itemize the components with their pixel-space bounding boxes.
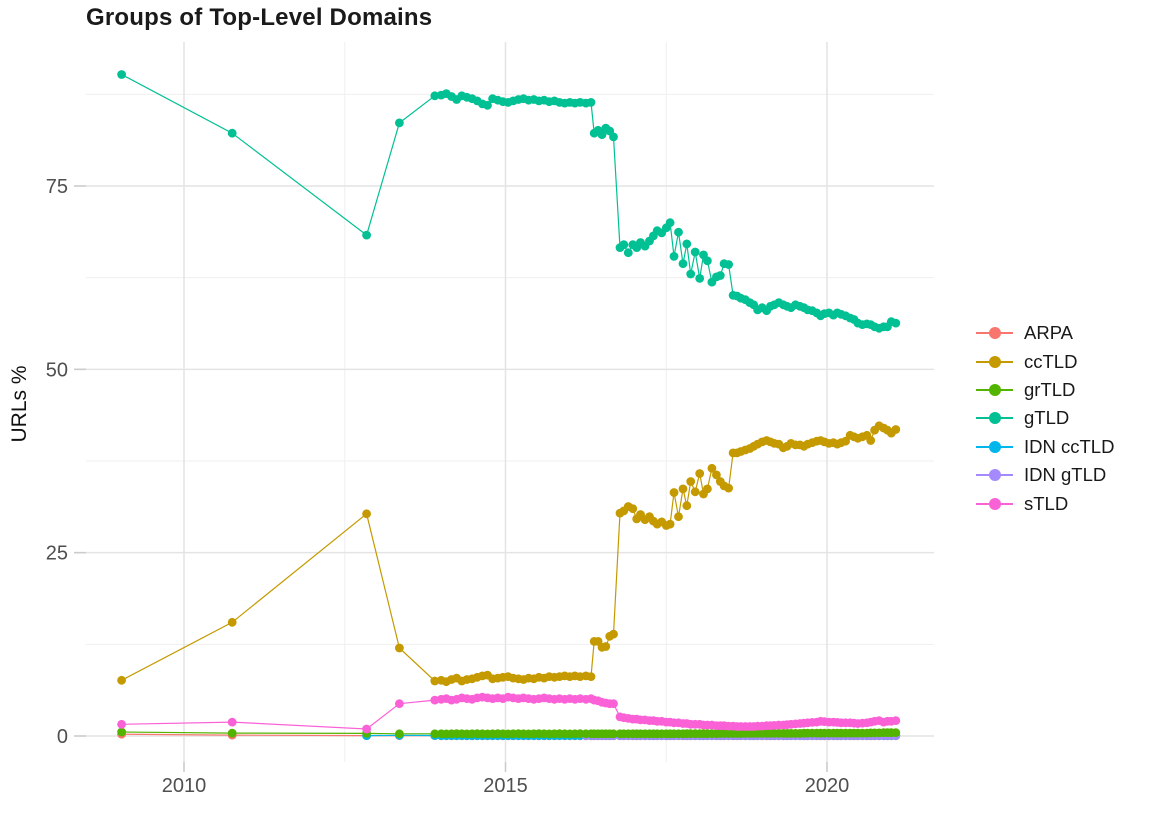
y-tick-label: 0 bbox=[57, 726, 68, 748]
chart-title: Groups of Top-Level Domains bbox=[86, 4, 433, 31]
legend-item-idn-cctld: IDN ccTLD bbox=[976, 433, 1114, 461]
series-point-stld bbox=[395, 699, 404, 709]
series-point-gtld bbox=[117, 70, 126, 79]
series-point-cctld bbox=[430, 676, 440, 686]
series-point-stld bbox=[891, 716, 901, 725]
series-point-gtld bbox=[665, 218, 675, 228]
series-point-grtld bbox=[117, 727, 126, 737]
series-point-stld bbox=[430, 695, 440, 705]
legend-item-grtld: grTLD bbox=[976, 376, 1114, 404]
series-point-cctld bbox=[891, 425, 901, 434]
series-point-gtld bbox=[724, 260, 733, 269]
series-point-gtld bbox=[686, 269, 696, 279]
legend-label: grTLD bbox=[1024, 378, 1076, 400]
series-point-cctld bbox=[665, 519, 675, 529]
series-point-cctld bbox=[609, 629, 618, 639]
series-point-stld bbox=[227, 717, 237, 727]
series-point-stld bbox=[609, 699, 618, 709]
legend-item-cctld: ccTLD bbox=[976, 347, 1114, 375]
series-point-grtld bbox=[609, 729, 618, 739]
series-point-grtld bbox=[395, 729, 404, 739]
series-point-gtld bbox=[586, 98, 596, 107]
series-point-cctld bbox=[866, 436, 876, 445]
series-point-gtld bbox=[362, 230, 371, 240]
series-point-stld bbox=[117, 719, 126, 729]
legend-key-icon bbox=[976, 490, 1013, 518]
series-point-cctld bbox=[707, 463, 717, 473]
legend-label: sTLD bbox=[1024, 492, 1069, 514]
legend-key-icon bbox=[976, 461, 1013, 489]
series-point-gtld bbox=[682, 239, 692, 249]
series-point-cctld bbox=[724, 483, 733, 493]
x-tick-label: 2015 bbox=[483, 775, 528, 797]
series-point-gtld bbox=[678, 259, 688, 269]
x-tick-label: 2010 bbox=[162, 775, 207, 797]
chart-legend: ARPA ccTLD grTLD gTLD IDN ccTLD IDN gTLD sTLD bbox=[976, 319, 1114, 518]
x-tick-label: 2020 bbox=[805, 775, 850, 797]
series-point-gtld bbox=[690, 247, 700, 257]
series-point-cctld bbox=[686, 477, 696, 486]
legend-item-arpa: ARPA bbox=[976, 319, 1114, 347]
series-point-cctld bbox=[395, 643, 404, 653]
series-point-gtld bbox=[623, 248, 633, 258]
legend-item-gtld: gTLD bbox=[976, 404, 1114, 432]
series-point-gtld bbox=[669, 252, 679, 261]
series-point-cctld bbox=[703, 484, 712, 494]
legend-label: IDN ccTLD bbox=[1024, 435, 1115, 457]
series-point-gtld bbox=[395, 118, 404, 128]
series-point-gtld bbox=[483, 100, 492, 110]
legend-label: ccTLD bbox=[1024, 350, 1078, 372]
series-point-cctld bbox=[682, 501, 692, 511]
series-point-gtld bbox=[674, 227, 683, 237]
series-point-cctld bbox=[227, 617, 237, 627]
series-point-cctld bbox=[712, 470, 721, 480]
series-point-gtld bbox=[619, 240, 629, 250]
series-point-gtld bbox=[609, 132, 618, 142]
legend-key-icon bbox=[976, 319, 1013, 347]
series-point-cctld bbox=[678, 484, 688, 494]
y-tick-label: 75 bbox=[46, 176, 68, 198]
series-point-gtld bbox=[715, 271, 725, 280]
legend-key-icon bbox=[976, 348, 1013, 376]
y-tick-label: 50 bbox=[46, 359, 68, 381]
series-point-cctld bbox=[669, 488, 679, 497]
series-point-cctld bbox=[674, 512, 683, 522]
series-point-cctld bbox=[601, 642, 611, 651]
legend-key-icon bbox=[976, 376, 1013, 404]
series-point-cctld bbox=[362, 509, 371, 519]
series-point-gtld bbox=[597, 130, 607, 140]
series-point-gtld bbox=[227, 128, 237, 138]
series-point-cctld bbox=[586, 672, 596, 681]
legend-label: gTLD bbox=[1024, 407, 1070, 429]
series-point-gtld bbox=[695, 274, 705, 283]
series-point-cctld bbox=[690, 487, 700, 497]
series-line-gtld bbox=[121, 73, 896, 329]
series-point-cctld bbox=[695, 469, 705, 478]
series-point-grtld bbox=[891, 728, 901, 738]
legend-item-idn-gtld: IDN gTLD bbox=[976, 461, 1114, 489]
series-point-grtld bbox=[227, 728, 237, 738]
series-point-stld bbox=[362, 724, 371, 734]
series-point-cctld bbox=[628, 504, 638, 514]
y-tick-label: 25 bbox=[46, 543, 68, 565]
legend-item-stld: sTLD bbox=[976, 489, 1114, 517]
series-point-grtld bbox=[430, 729, 440, 739]
legend-key-icon bbox=[976, 404, 1013, 432]
series-point-gtld bbox=[430, 91, 440, 101]
series-point-gtld bbox=[891, 318, 901, 328]
legend-label: IDN gTLD bbox=[1024, 464, 1107, 486]
legend-key-icon bbox=[976, 433, 1013, 461]
legend-label: ARPA bbox=[1024, 322, 1074, 344]
series-point-gtld bbox=[703, 256, 712, 266]
series-line-cctld bbox=[121, 425, 897, 683]
series-point-cctld bbox=[117, 675, 126, 685]
